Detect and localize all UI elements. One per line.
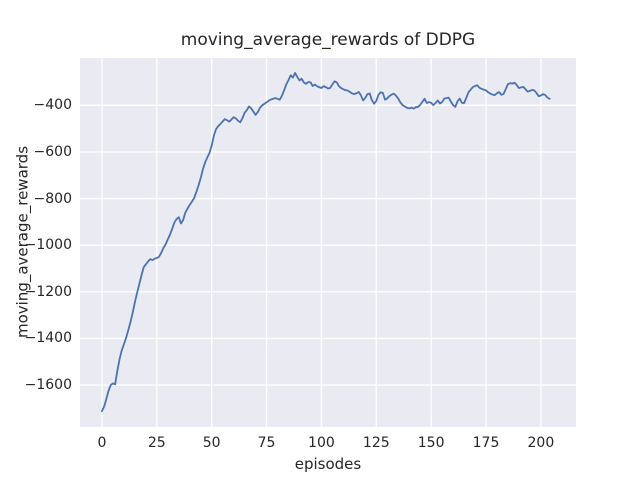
- y-tick-label: −1600: [24, 377, 72, 394]
- y-tick-label: −400: [33, 97, 72, 114]
- x-tick-label: 50: [202, 435, 221, 451]
- y-tick-label: −1200: [24, 283, 72, 300]
- x-tick-label: 100: [308, 435, 335, 451]
- y-tick-label: −1400: [24, 330, 72, 347]
- x-tick-label: 0: [97, 435, 107, 451]
- line-chart: [80, 58, 576, 427]
- y-tick-labels: −400 −600 −800 −1000 −1200 −1400 −1600: [0, 58, 72, 427]
- chart-title: moving_average_rewards of DDPG: [180, 30, 476, 50]
- plot-area: [80, 58, 576, 427]
- x-tick-label: 25: [147, 435, 166, 451]
- x-tick-label: 150: [417, 435, 445, 451]
- series-line: [101, 72, 551, 413]
- y-tick-label: −800: [33, 190, 72, 207]
- x-tick-label: 175: [472, 435, 500, 451]
- x-axis-label: episodes: [294, 455, 362, 473]
- x-tick-label: 125: [362, 435, 390, 451]
- x-tick-labels: 0 25 50 75 100 125 150 175 200: [80, 427, 576, 451]
- x-tick-label: 75: [257, 435, 276, 451]
- x-tick-label: 200: [527, 435, 555, 451]
- y-tick-label: −600: [33, 143, 72, 160]
- y-tick-label: −1000: [24, 237, 72, 254]
